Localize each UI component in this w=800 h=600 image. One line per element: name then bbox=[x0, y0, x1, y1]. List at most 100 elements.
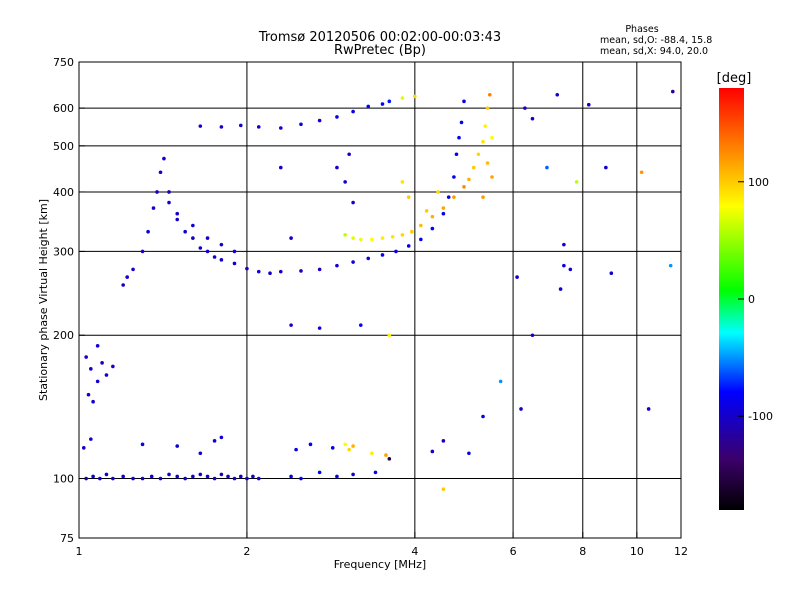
data-point bbox=[441, 206, 446, 210]
data-point bbox=[351, 444, 355, 448]
x-tick-label: 4 bbox=[411, 545, 418, 558]
data-point bbox=[299, 476, 303, 481]
data-point bbox=[481, 414, 485, 419]
data-point bbox=[530, 116, 535, 121]
stats-line-o: mean, sd,O: -88.4, 15.8 bbox=[600, 35, 712, 46]
data-point bbox=[490, 135, 494, 140]
data-point bbox=[151, 206, 156, 210]
data-point bbox=[232, 261, 237, 266]
data-point bbox=[515, 275, 519, 279]
data-point bbox=[256, 269, 261, 274]
data-point bbox=[278, 126, 283, 130]
data-point bbox=[555, 92, 560, 97]
data-point bbox=[430, 226, 435, 231]
data-point bbox=[462, 185, 466, 189]
data-point bbox=[351, 109, 355, 114]
data-point bbox=[89, 367, 93, 371]
colorbar-tick-label: -100 bbox=[748, 410, 773, 423]
x-tick-label: 2 bbox=[243, 545, 250, 558]
x-tick-label: 1 bbox=[76, 545, 83, 558]
data-point bbox=[406, 244, 411, 248]
data-point bbox=[198, 124, 203, 128]
data-point bbox=[289, 474, 293, 479]
data-point bbox=[481, 139, 485, 144]
data-point bbox=[424, 209, 429, 213]
data-point bbox=[149, 474, 154, 479]
data-point bbox=[86, 392, 91, 397]
data-point bbox=[343, 180, 347, 184]
data-point bbox=[175, 444, 180, 448]
x-axis-label: Frequency [MHz] bbox=[334, 558, 426, 571]
data-point bbox=[167, 200, 171, 205]
data-point bbox=[219, 472, 224, 477]
data-point bbox=[358, 323, 363, 327]
data-point bbox=[441, 487, 446, 491]
plot-frame bbox=[78, 61, 682, 539]
data-point bbox=[256, 476, 261, 481]
chart-subtitle: RwPretec (Bp) bbox=[334, 43, 426, 58]
data-point bbox=[95, 379, 100, 384]
data-point bbox=[519, 407, 523, 411]
data-point bbox=[335, 115, 339, 119]
y-tick-label: 300 bbox=[53, 245, 74, 258]
data-point bbox=[212, 476, 217, 481]
data-point bbox=[84, 476, 88, 481]
data-point bbox=[289, 323, 293, 327]
data-point bbox=[191, 236, 195, 240]
data-point bbox=[370, 237, 374, 242]
data-point bbox=[485, 106, 490, 110]
x-tick-label: 6 bbox=[510, 545, 517, 558]
data-point bbox=[317, 118, 322, 123]
data-point bbox=[413, 94, 417, 99]
x-tick-label: 10 bbox=[630, 545, 644, 558]
data-point bbox=[409, 229, 414, 234]
data-point bbox=[351, 236, 355, 240]
data-point bbox=[574, 180, 579, 184]
data-point bbox=[419, 223, 423, 228]
data-point bbox=[205, 474, 210, 479]
data-point bbox=[219, 435, 224, 440]
data-point bbox=[205, 249, 210, 254]
data-point bbox=[347, 447, 351, 452]
y-tick-label: 500 bbox=[53, 140, 74, 153]
data-point bbox=[562, 263, 566, 268]
data-point bbox=[278, 165, 283, 170]
data-point bbox=[366, 104, 371, 109]
data-point bbox=[175, 217, 180, 222]
chart-title: Tromsø 20120506 00:02:00-00:03:43 bbox=[258, 30, 501, 45]
data-point bbox=[219, 125, 224, 129]
data-point bbox=[380, 253, 385, 257]
data-point bbox=[670, 89, 675, 94]
x-tick-label: 12 bbox=[674, 545, 688, 558]
data-point bbox=[476, 152, 481, 157]
data-point bbox=[183, 229, 187, 234]
stats-line-x: mean, sd,X: 94.0, 20.0 bbox=[600, 46, 708, 57]
data-point bbox=[380, 102, 385, 106]
data-point bbox=[366, 256, 371, 261]
data-point bbox=[191, 223, 195, 228]
data-point bbox=[459, 120, 464, 125]
y-tick-label: 200 bbox=[53, 329, 74, 342]
data-point bbox=[335, 165, 339, 170]
data-point bbox=[317, 470, 322, 475]
data-point bbox=[394, 249, 398, 254]
data-point bbox=[380, 236, 385, 240]
y-tick-label: 400 bbox=[53, 186, 74, 199]
data-point bbox=[308, 442, 313, 447]
data-point bbox=[400, 180, 405, 184]
data-point bbox=[467, 177, 471, 182]
x-axis-ticks: 1 2 4 6 8 10 12 bbox=[76, 532, 688, 558]
data-point bbox=[436, 190, 440, 194]
data-point bbox=[104, 472, 109, 477]
data-point bbox=[446, 195, 451, 199]
data-point bbox=[91, 474, 95, 479]
data-point bbox=[530, 333, 535, 338]
x-tick-label: 8 bbox=[579, 545, 586, 558]
data-point bbox=[487, 92, 492, 97]
data-point bbox=[81, 446, 86, 450]
colorbar-ticks: 100 0 -100 bbox=[738, 176, 773, 423]
data-point bbox=[609, 271, 614, 276]
data-point bbox=[205, 236, 210, 240]
data-point bbox=[370, 451, 374, 456]
